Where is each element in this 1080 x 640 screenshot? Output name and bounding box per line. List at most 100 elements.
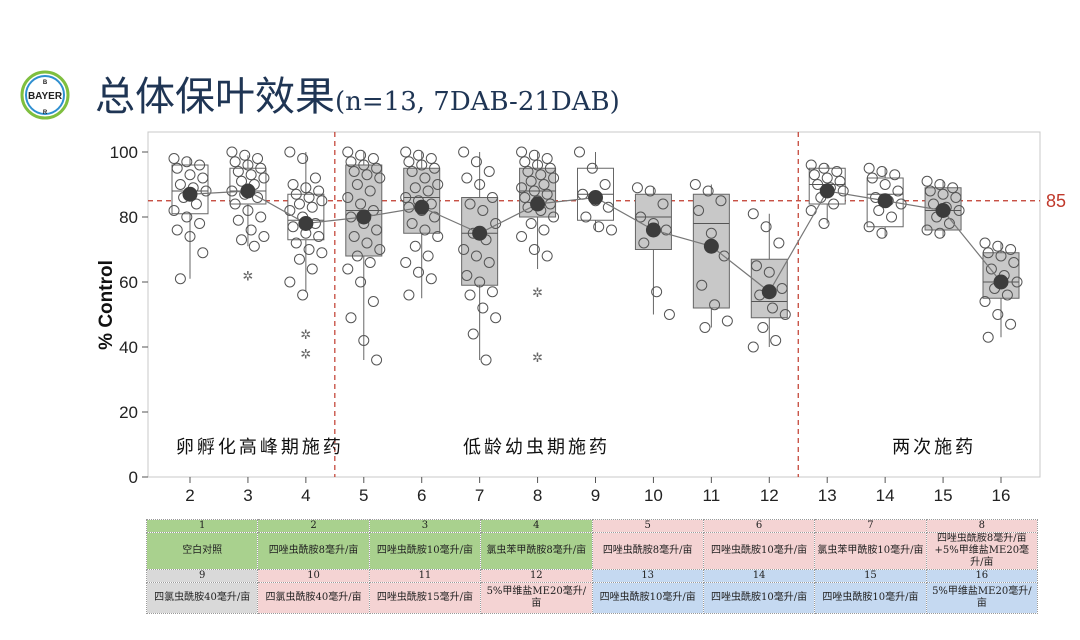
data-point [1005, 318, 1017, 330]
data-point [194, 159, 206, 171]
data-point [425, 273, 437, 285]
data-point [580, 211, 592, 223]
data-point [345, 312, 357, 324]
mean-dot [530, 196, 546, 212]
mean-dot [877, 193, 893, 209]
data-point [429, 211, 441, 223]
data-point [190, 198, 202, 210]
data-point [364, 185, 376, 197]
data-point [464, 198, 476, 210]
data-point [361, 169, 373, 181]
data-point [528, 185, 540, 197]
data-point [747, 208, 759, 220]
data-point [361, 237, 373, 249]
data-point [258, 172, 270, 184]
outlier-marker: ✲ [532, 351, 543, 366]
treatment-number: 4 [480, 519, 593, 533]
data-point [528, 149, 540, 161]
data-point [924, 185, 936, 197]
data-point [947, 182, 959, 194]
data-point [348, 166, 360, 177]
treatment-number: 14 [702, 569, 816, 583]
data-point [979, 296, 991, 307]
data-point [985, 263, 997, 275]
x-tick-label: 2 [185, 486, 194, 505]
data-point [689, 179, 701, 190]
y-tick-label: 0 [129, 468, 138, 487]
data-point [297, 153, 309, 164]
data-point [236, 175, 248, 187]
data-point [284, 146, 296, 158]
data-point [548, 211, 560, 223]
treatment-label: 四唑虫酰胺8毫升/亩 [591, 532, 704, 570]
data-point [863, 221, 875, 233]
bayer-logo: BAYER B R [20, 70, 70, 120]
data-point [541, 250, 553, 262]
treatment-number: 8 [925, 519, 1039, 533]
x-tick-label: 3 [243, 486, 252, 505]
data-point [538, 224, 550, 236]
data-point [245, 224, 257, 236]
data-point [886, 211, 898, 223]
data-point [181, 156, 193, 168]
mean-dot [588, 190, 603, 205]
data-point [992, 240, 1004, 252]
data-point [863, 162, 875, 174]
data-point [937, 188, 949, 200]
data-point [889, 169, 901, 181]
treatment-label: 四氯虫酰胺40毫升/亩 [257, 582, 370, 614]
data-point [429, 162, 441, 174]
y-axis-label: % Control [96, 260, 117, 350]
data-point [461, 270, 473, 281]
data-point [409, 240, 421, 252]
data-point [174, 179, 186, 190]
data-point [432, 179, 444, 190]
treatment-number: 1 [145, 519, 259, 533]
mean-dot [240, 183, 256, 199]
y-tick-label: 60 [119, 273, 138, 292]
data-point [921, 224, 933, 236]
data-point [525, 175, 537, 187]
treatment-table: 1 2 3 4 5 6 7 8 空白对照 四唑虫酰胺8毫升/亩 四唑虫酰胺10毫升/亩 氯虫苯甲酰胺8… [145, 519, 1039, 614]
data-point [766, 302, 778, 314]
data-point [403, 289, 415, 301]
data-point [950, 192, 962, 203]
svg-text:B: B [43, 80, 48, 86]
data-point [538, 179, 550, 190]
x-tick-label: 15 [934, 486, 953, 505]
data-point [1008, 257, 1020, 268]
data-point [544, 162, 556, 174]
data-point [409, 182, 421, 194]
data-point [828, 198, 840, 210]
data-point [174, 273, 186, 285]
data-point [232, 214, 244, 226]
data-point [374, 172, 386, 184]
data-point [818, 162, 830, 174]
x-tick-label: 14 [876, 486, 895, 505]
data-point [403, 201, 415, 213]
data-point [635, 211, 647, 223]
data-point [351, 250, 363, 262]
data-point [355, 276, 367, 288]
mean-dot [993, 274, 1009, 290]
treatment-number: 5 [591, 519, 704, 533]
reference-line-label: 85 [1046, 191, 1066, 211]
outlier-marker: ✲ [242, 270, 253, 285]
data-point [599, 179, 611, 190]
data-point [467, 328, 479, 340]
data-point [992, 309, 1004, 320]
treatment-number: 15 [814, 569, 927, 583]
data-point [757, 322, 769, 333]
data-point [306, 263, 318, 275]
data-point [750, 260, 762, 272]
data-point [309, 172, 321, 184]
data-point [422, 185, 434, 197]
treatment-label: 四唑虫酰胺10毫升/亩 [591, 582, 704, 614]
treatment-label: 四氯虫酰胺40毫升/亩 [145, 582, 259, 614]
x-tick-label: 16 [992, 486, 1011, 505]
data-point [258, 231, 270, 242]
data-point [290, 188, 302, 200]
data-point [812, 179, 824, 190]
data-point [239, 149, 251, 161]
